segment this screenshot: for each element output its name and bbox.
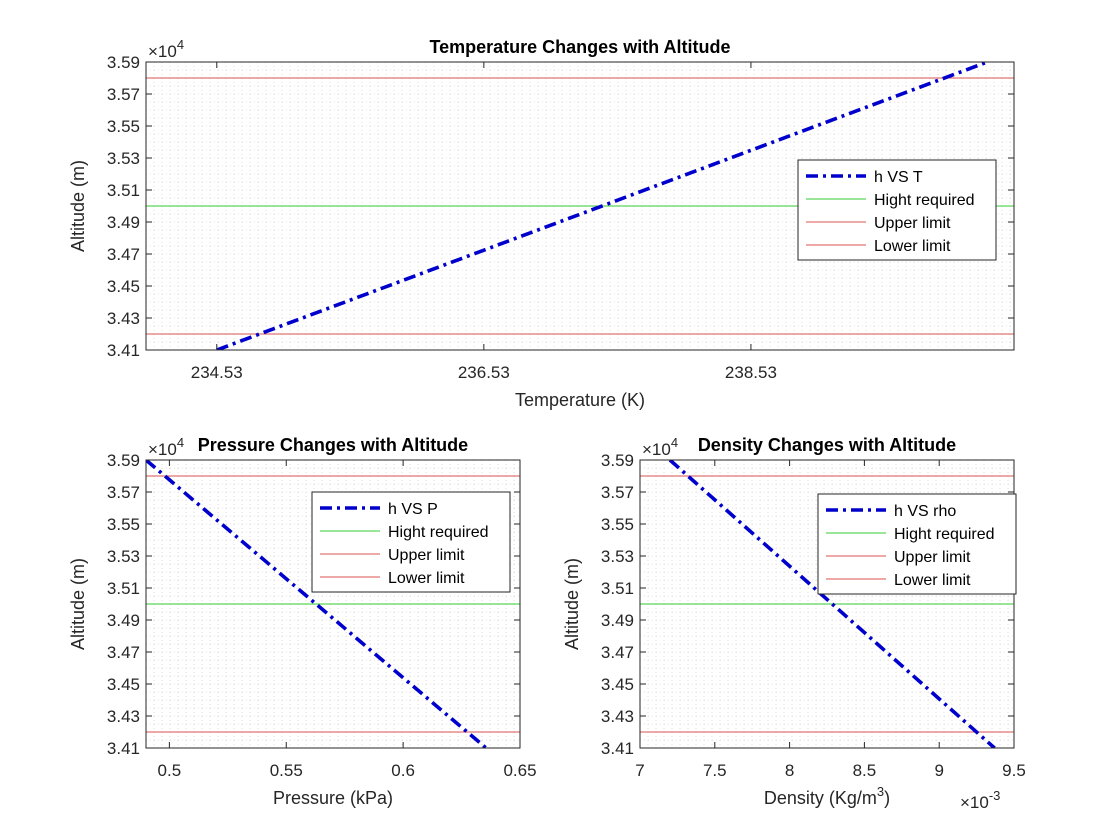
y-exponent-power: 4 bbox=[671, 435, 678, 450]
y-tick-label: 3.43 bbox=[107, 309, 140, 328]
x-exponent-power: -3 bbox=[989, 788, 1001, 803]
y-tick-label: 3.43 bbox=[601, 707, 634, 726]
x-tick-label: 9 bbox=[934, 761, 943, 780]
chart-panel-1: 3.41 3.43 3.45 3.47 3.49 3.51 3.53 3.55 3.57 3.59… bbox=[68, 435, 537, 808]
legend-entry-0: h VS rho bbox=[894, 503, 956, 520]
y-tick-label: 3.51 bbox=[107, 579, 140, 598]
y-tick-label: 3.59 bbox=[107, 53, 140, 72]
x-tick-label: 7.5 bbox=[703, 761, 727, 780]
legend-entry-2: Upper limit bbox=[388, 547, 465, 564]
y-tick-label: 3.57 bbox=[107, 483, 140, 502]
y-exponent-base: ×10 bbox=[148, 440, 177, 459]
legend-entry-1: Hight required bbox=[894, 526, 995, 543]
legend-entry-0: h VS P bbox=[388, 501, 438, 518]
legend: h VS P Hight required Upper limit Lower lim… bbox=[311, 491, 511, 593]
x-tick-label: 234.53 bbox=[191, 363, 243, 382]
x-tick-label: 238.53 bbox=[725, 363, 777, 382]
axes-box bbox=[639, 459, 1015, 749]
y-exponent-label: ×104 bbox=[642, 435, 678, 459]
y-tick-label: 3.49 bbox=[107, 611, 140, 630]
legend: h VS rho Hight required Upper limit Lower l… bbox=[817, 493, 1017, 595]
x-tick-label: 236.53 bbox=[458, 363, 510, 382]
legend-entry-3: Lower limit bbox=[894, 572, 971, 589]
y-tick-label: 3.55 bbox=[107, 515, 140, 534]
y-tick-label: 3.57 bbox=[601, 483, 634, 502]
y-tick-label: 3.51 bbox=[107, 181, 140, 200]
y-tick-label: 3.45 bbox=[601, 675, 634, 694]
chart-panel-0: 3.41 3.43 3.45 3.47 3.49 3.51 3.53 3.55 3.57 3.59… bbox=[68, 37, 1015, 410]
legend-entry-3: Lower limit bbox=[874, 238, 951, 255]
legend-entry-2: Upper limit bbox=[894, 549, 971, 566]
y-tick-label: 3.41 bbox=[107, 739, 140, 758]
y-tick-label: 3.45 bbox=[107, 277, 140, 296]
y-tick-label: 3.47 bbox=[601, 643, 634, 662]
legend: h VS T Hight required Upper limit Lower lim… bbox=[797, 159, 997, 261]
y-tick-label: 3.49 bbox=[601, 611, 634, 630]
legend-entry-0: h VS T bbox=[874, 169, 923, 186]
x-axis-label: Density (Kg/m3) bbox=[764, 784, 890, 808]
y-tick-label: 3.55 bbox=[107, 117, 140, 136]
x-tick-label: 8.5 bbox=[853, 761, 877, 780]
y-tick-label: 3.47 bbox=[107, 245, 140, 264]
y-tick-label: 3.53 bbox=[601, 547, 634, 566]
y-axis-label: Altitude (m) bbox=[68, 160, 88, 252]
y-exponent-base: ×10 bbox=[642, 440, 671, 459]
series-line-0 bbox=[216, 62, 988, 350]
y-exponent-base: ×10 bbox=[148, 42, 177, 61]
x-tick-label: 7 bbox=[635, 761, 644, 780]
y-tick-label: 3.59 bbox=[601, 451, 634, 470]
x-exponent-label: ×10-3 bbox=[960, 788, 1000, 812]
x-tick-label: 8 bbox=[785, 761, 794, 780]
axes-box bbox=[145, 61, 1015, 351]
series-line-0 bbox=[668, 460, 996, 748]
y-exponent-power: 4 bbox=[177, 37, 184, 52]
y-tick-label: 3.53 bbox=[107, 547, 140, 566]
x-axis-label: Pressure (kPa) bbox=[273, 788, 393, 808]
chart-title: Temperature Changes with Altitude bbox=[429, 37, 730, 57]
y-tick-label: 3.49 bbox=[107, 213, 140, 232]
x-tick-label: 9.5 bbox=[1002, 761, 1026, 780]
y-tick-label: 3.47 bbox=[107, 643, 140, 662]
x-tick-label: 0.65 bbox=[503, 761, 536, 780]
y-tick-label: 3.43 bbox=[107, 707, 140, 726]
x-axis-label: Temperature (K) bbox=[515, 390, 645, 410]
x-tick-label: 0.5 bbox=[158, 761, 182, 780]
y-exponent-label: ×104 bbox=[148, 435, 184, 459]
y-tick-label: 3.41 bbox=[601, 739, 634, 758]
x-axis-label-end: ) bbox=[884, 788, 890, 808]
y-tick-label: 3.41 bbox=[107, 341, 140, 360]
series-group bbox=[640, 460, 1014, 748]
y-tick-label: 3.53 bbox=[107, 149, 140, 168]
x-axis-label-text: Density (Kg/m bbox=[764, 788, 877, 808]
chart-panel-2: 3.41 3.43 3.45 3.47 3.49 3.51 3.53 3.55 3.57 3.59… bbox=[562, 435, 1026, 812]
legend-entry-1: Hight required bbox=[874, 192, 975, 209]
y-exponent-label: ×104 bbox=[148, 37, 184, 61]
x-tick-label: 0.6 bbox=[391, 761, 415, 780]
series-group bbox=[146, 460, 520, 748]
y-tick-label: 3.55 bbox=[601, 515, 634, 534]
x-axis-label-text: Pressure (kPa) bbox=[273, 788, 393, 808]
legend-entry-3: Lower limit bbox=[388, 570, 465, 587]
chart-title: Pressure Changes with Altitude bbox=[198, 435, 468, 455]
x-tick-label: 0.55 bbox=[270, 761, 303, 780]
x-exponent-base: ×10 bbox=[960, 793, 989, 812]
x-axis-label-sup: 3 bbox=[877, 784, 884, 799]
y-tick-label: 3.51 bbox=[601, 579, 634, 598]
axes-box bbox=[145, 459, 521, 749]
legend-entry-1: Hight required bbox=[388, 524, 489, 541]
y-axis-label: Altitude (m) bbox=[562, 558, 582, 650]
chart-title: Density Changes with Altitude bbox=[698, 435, 956, 455]
y-exponent-power: 4 bbox=[177, 435, 184, 450]
y-axis-label: Altitude (m) bbox=[68, 558, 88, 650]
y-tick-label: 3.57 bbox=[107, 85, 140, 104]
y-tick-label: 3.45 bbox=[107, 675, 140, 694]
legend-entry-2: Upper limit bbox=[874, 215, 951, 232]
y-tick-label: 3.59 bbox=[107, 451, 140, 470]
x-axis-label-text: Temperature (K) bbox=[515, 390, 645, 410]
